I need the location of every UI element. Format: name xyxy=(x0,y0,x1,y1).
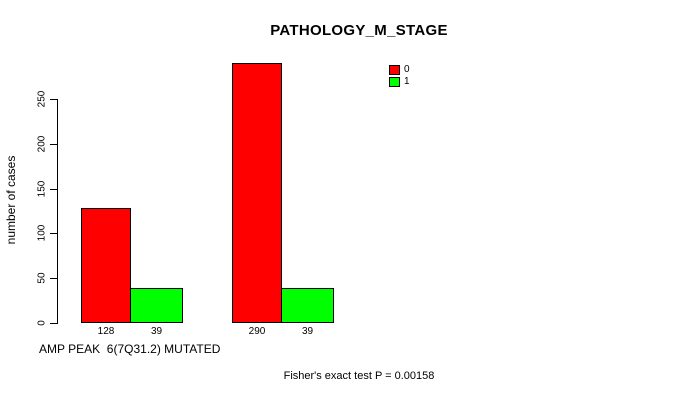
legend-swatch-icon xyxy=(389,77,400,87)
y-axis-line xyxy=(57,99,58,324)
chart-title: PATHOLOGY_M_STAGE xyxy=(270,22,448,39)
legend-row: 0 xyxy=(389,64,410,76)
y-tick xyxy=(50,233,57,234)
y-tick xyxy=(50,144,57,145)
y-tick-label: 50 xyxy=(36,272,48,284)
y-tick-label: 200 xyxy=(36,135,48,153)
x-axis-label: AMP PEAK 6(7Q31.2) MUTATED xyxy=(39,342,221,356)
y-tick-label: 100 xyxy=(36,224,48,242)
y-tick xyxy=(50,189,57,190)
y-tick xyxy=(50,278,57,279)
legend-row: 1 xyxy=(389,76,410,88)
y-tick xyxy=(50,323,57,324)
y-tick-label: 150 xyxy=(36,180,48,198)
legend-swatch-icon xyxy=(389,65,400,75)
legend-label: 0 xyxy=(404,64,410,75)
bar-series-0-group-2 xyxy=(232,63,282,323)
bar-series-1-group-1 xyxy=(130,288,183,323)
fisher-test-text: Fisher's exact test P = 0.00158 xyxy=(283,370,435,382)
y-tick xyxy=(50,99,57,100)
bar-count-label: 290 xyxy=(248,326,266,337)
bar-count-label: 39 xyxy=(150,326,163,337)
bar-count-label: 39 xyxy=(301,326,314,337)
bar-series-0-group-1 xyxy=(81,208,131,323)
y-axis-label: number of cases xyxy=(4,155,18,245)
bar-count-label: 128 xyxy=(97,326,115,337)
bar-series-1-group-2 xyxy=(281,288,334,323)
legend-label: 1 xyxy=(404,76,410,87)
y-tick-label: 250 xyxy=(36,90,48,108)
y-tick-label: 0 xyxy=(36,320,48,326)
